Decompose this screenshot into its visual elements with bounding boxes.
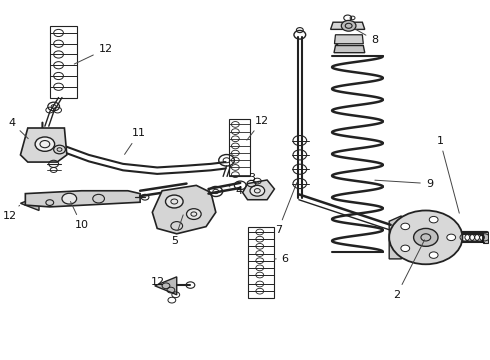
Circle shape <box>250 185 265 196</box>
Circle shape <box>389 211 463 264</box>
Circle shape <box>429 216 438 223</box>
Polygon shape <box>21 196 39 211</box>
Text: 4: 4 <box>229 186 243 196</box>
Text: 7: 7 <box>274 183 297 235</box>
Text: 1: 1 <box>479 235 486 245</box>
Text: 12: 12 <box>150 277 165 287</box>
Text: 11: 11 <box>124 129 146 154</box>
Polygon shape <box>334 45 365 53</box>
Text: 12: 12 <box>2 205 20 221</box>
Circle shape <box>447 234 456 240</box>
Text: 8: 8 <box>355 29 378 45</box>
Polygon shape <box>152 185 216 234</box>
Polygon shape <box>335 35 363 44</box>
Text: 9: 9 <box>375 179 433 189</box>
Polygon shape <box>155 277 177 295</box>
Circle shape <box>429 252 438 258</box>
Circle shape <box>35 137 55 151</box>
Polygon shape <box>25 191 140 207</box>
Circle shape <box>342 21 356 31</box>
Text: 2: 2 <box>393 240 424 300</box>
Polygon shape <box>389 216 401 259</box>
Text: 10: 10 <box>71 202 89 230</box>
Circle shape <box>166 195 183 208</box>
Text: 6: 6 <box>274 254 289 264</box>
Circle shape <box>187 209 201 220</box>
Text: 12: 12 <box>74 44 113 64</box>
Circle shape <box>401 223 410 230</box>
Text: 1: 1 <box>437 136 459 213</box>
Text: 3: 3 <box>248 173 260 184</box>
Polygon shape <box>243 180 274 200</box>
Text: 12: 12 <box>247 116 269 140</box>
Polygon shape <box>331 22 365 30</box>
Text: 4: 4 <box>8 118 28 139</box>
Polygon shape <box>484 232 489 243</box>
Circle shape <box>401 245 410 252</box>
Circle shape <box>62 193 76 204</box>
Text: 5: 5 <box>171 215 183 246</box>
Circle shape <box>414 228 438 246</box>
Polygon shape <box>21 128 67 162</box>
